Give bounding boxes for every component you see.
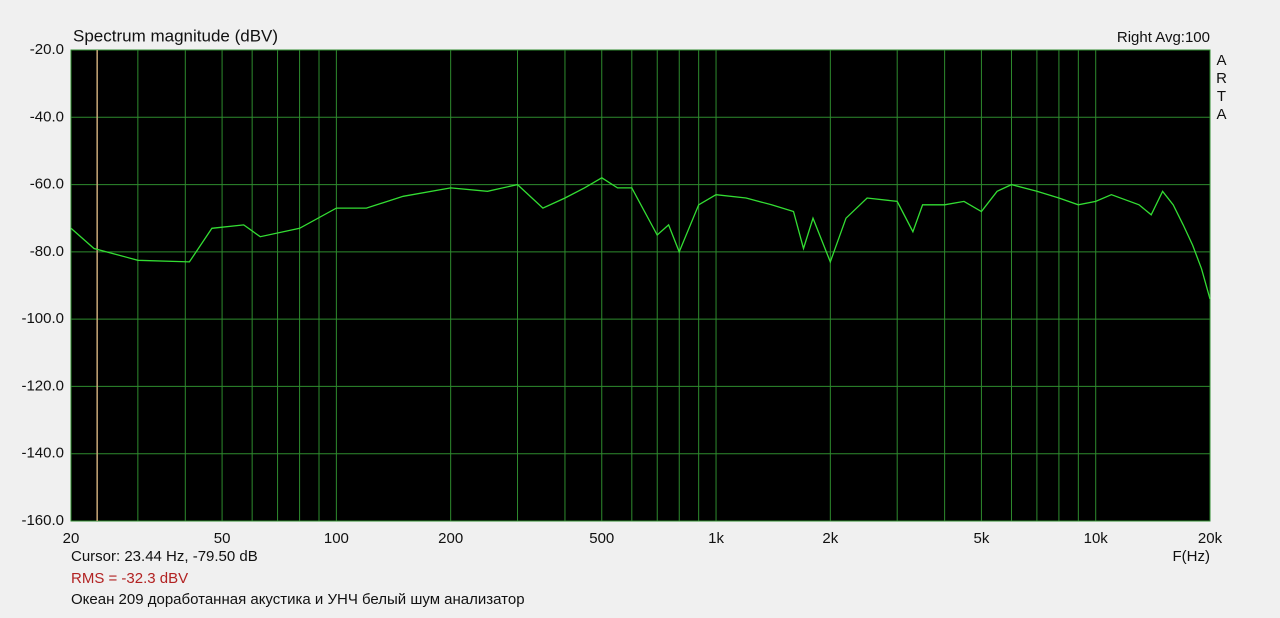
x-axis-label: F(Hz) (1173, 548, 1211, 565)
x-tick-label: 2k (822, 530, 838, 547)
x-tick-label: 500 (589, 530, 614, 547)
cursor-label: Cursor: 23.44 Hz, -79.50 dB (71, 548, 258, 565)
x-tick-label: 20 (63, 530, 80, 547)
x-tick-label: 10k (1084, 530, 1109, 547)
plot-area (71, 50, 1210, 521)
rms-label: RMS = -32.3 dBV (71, 570, 188, 587)
note: Океан 209 доработанная акустика и УНЧ бе… (71, 591, 525, 608)
x-tick-label: 100 (324, 530, 349, 547)
y-tick-label: -160.0 (21, 512, 64, 529)
y-tick-label: -120.0 (21, 377, 64, 394)
plot-border (70, 49, 1211, 522)
y-tick-label: -40.0 (30, 108, 64, 125)
y-tick-label: -20.0 (30, 41, 64, 58)
y-tick-label: -80.0 (30, 243, 64, 260)
channel-label: Right Avg:100 (1117, 29, 1210, 46)
brand: ARTA (1213, 52, 1230, 124)
y-tick-label: -60.0 (30, 176, 64, 193)
chart-title: Spectrum magnitude (dBV) (73, 26, 278, 45)
x-tick-label: 1k (708, 530, 724, 547)
y-tick-label: -140.0 (21, 445, 64, 462)
spectrum-line (70, 177, 1211, 300)
x-tick-label: 20k (1198, 530, 1223, 547)
x-tick-label: 5k (973, 530, 989, 547)
x-tick-label: 200 (438, 530, 463, 547)
y-tick-label: -100.0 (21, 310, 64, 327)
x-tick-label: 50 (214, 530, 231, 547)
